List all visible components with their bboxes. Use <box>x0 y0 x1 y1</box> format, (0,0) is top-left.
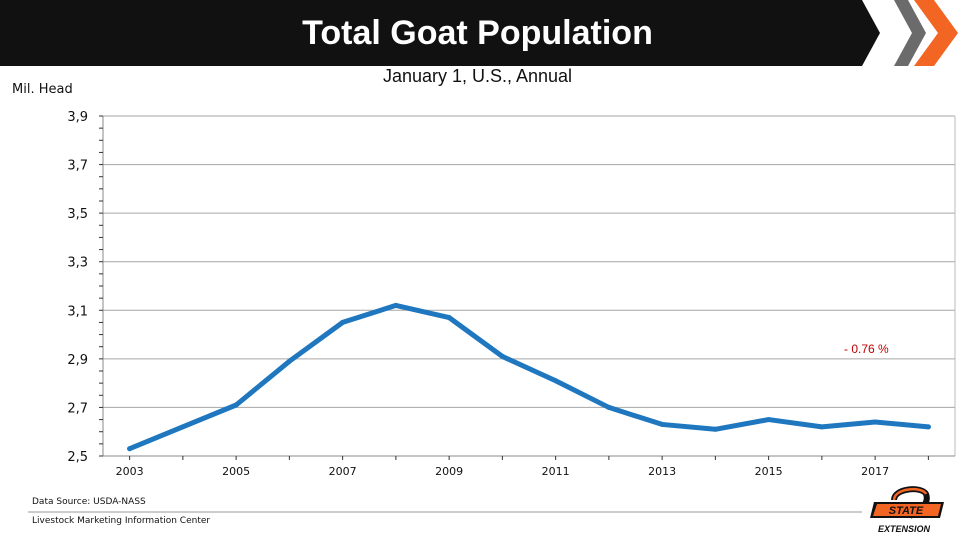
data-point <box>446 315 452 321</box>
y-tick-label: 3,1 <box>67 304 88 319</box>
data-point <box>393 302 399 308</box>
data-point <box>925 424 931 430</box>
x-tick-label: 2009 <box>435 465 463 478</box>
credit-text: Livestock Marketing Information Center <box>32 516 211 526</box>
page-title: Total Goat Population <box>302 14 653 52</box>
x-tick-label: 2005 <box>222 465 250 478</box>
y-tick-label: 2,5 <box>67 450 88 465</box>
x-tick-label: 2017 <box>861 465 889 478</box>
y-axis-unit-label: Mil. Head <box>12 82 73 97</box>
data-point <box>180 424 186 430</box>
y-tick-label: 3,5 <box>67 207 88 222</box>
banner-shapes <box>0 0 958 66</box>
chart-subtitle: January 1, U.S., Annual <box>382 66 573 86</box>
y-tick-label: 3,3 <box>67 256 88 271</box>
x-tick-label: 2007 <box>329 465 357 478</box>
data-point <box>766 417 772 423</box>
x-tick-label: 2013 <box>648 465 676 478</box>
banner-background <box>0 0 880 66</box>
data-point <box>127 446 133 452</box>
data-point <box>340 319 346 325</box>
y-tick-label: 2,9 <box>67 353 88 368</box>
logo-text-state: STATE <box>889 505 924 517</box>
y-tick-label: 2,7 <box>67 401 88 416</box>
x-tick-label: 2015 <box>755 465 783 478</box>
data-point <box>712 426 718 432</box>
data-source-text: Data Source: USDA-NASS <box>32 497 146 507</box>
grey-chevron-icon <box>894 0 926 66</box>
title-banner: Total Goat Population <box>0 0 960 66</box>
x-tick-label: 2003 <box>116 465 144 478</box>
data-point <box>606 404 612 410</box>
osu-extension-logo: STATE EXTENSION <box>870 486 944 534</box>
tick-labels: 2,5 2,7 2,9 3,1 3,3 3,5 3,7 3,9 2003 2005 2007 2009… <box>67 110 889 478</box>
data-point <box>233 402 239 408</box>
axes <box>99 115 956 460</box>
x-tick-label: 2011 <box>542 465 570 478</box>
data-point <box>286 358 292 364</box>
series-layer <box>127 302 931 452</box>
data-point <box>659 421 665 427</box>
percent-change-annotation: - 0.76 % <box>844 342 889 356</box>
logo-text-extension: EXTENSION <box>878 524 931 534</box>
data-point <box>819 424 825 430</box>
y-tick-label: 3,9 <box>67 110 88 125</box>
orange-chevron-icon <box>914 0 958 66</box>
series-line <box>127 302 931 452</box>
data-point <box>499 353 505 359</box>
data-point <box>553 378 559 384</box>
data-point <box>872 419 878 425</box>
y-tick-label: 3,7 <box>67 159 88 174</box>
